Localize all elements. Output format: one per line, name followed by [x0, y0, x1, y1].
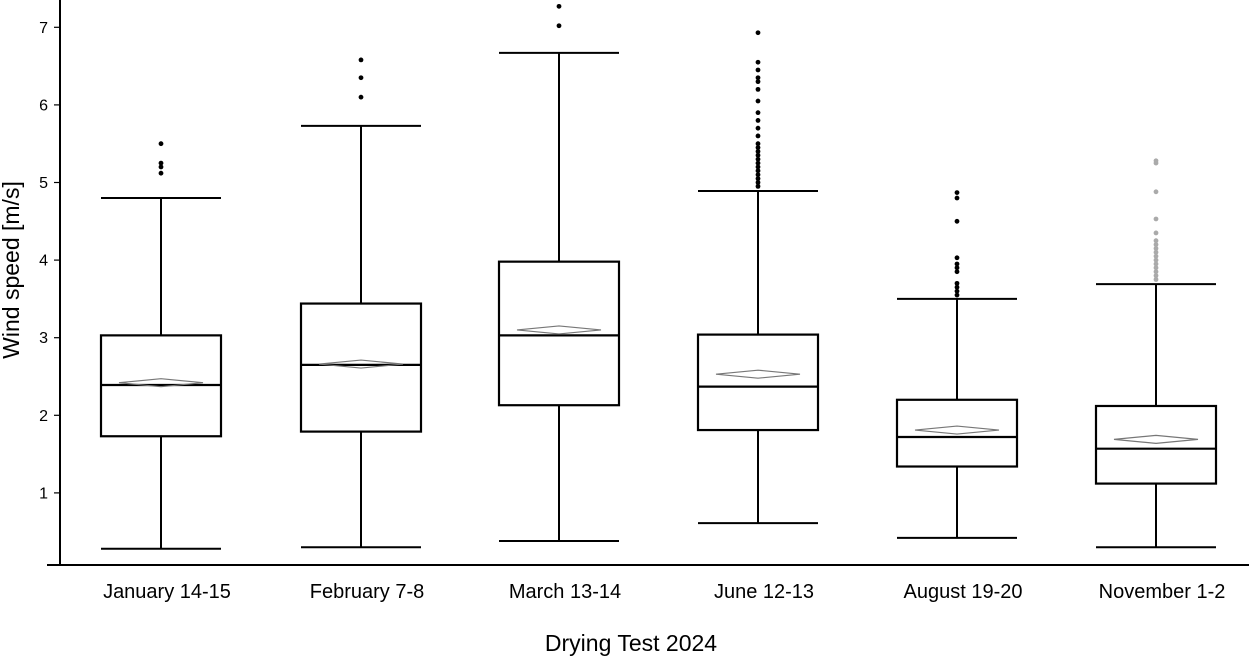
outlier-point [755, 141, 761, 147]
outlier-point [158, 160, 164, 166]
outlier-point [1153, 253, 1159, 259]
outlier-point [1153, 216, 1159, 222]
outlier-point [954, 288, 960, 294]
y-ticks: 1 2 3 4 5 6 7 [39, 20, 60, 502]
outlier-point [755, 110, 761, 116]
y-axis-title: Wind speed [m/s] [0, 181, 24, 359]
x-category-label: June 12-13 [714, 581, 814, 603]
outlier-point [1153, 242, 1159, 247]
y-tick-label: 6 [39, 97, 48, 114]
y-tick-label: 3 [39, 330, 48, 347]
outlier-point [755, 133, 761, 139]
outlier-point [755, 30, 761, 36]
outlier-point [1153, 269, 1159, 275]
outlier-point [755, 160, 761, 166]
mean-diamond [914, 425, 1000, 435]
outlier-point [755, 149, 761, 154]
box-group [895, 190, 1019, 539]
outlier-point [1153, 238, 1159, 244]
outlier-point [954, 265, 960, 271]
outlier-point [755, 125, 761, 131]
outlier-point [1153, 246, 1159, 251]
outlier-point [954, 218, 960, 224]
mean-diamond [318, 359, 404, 369]
outlier-point [954, 255, 960, 261]
outlier-point [755, 152, 761, 158]
outlier-point [158, 170, 164, 176]
outlier-point [954, 261, 960, 267]
outlier-point [1153, 249, 1159, 255]
axes [47, 0, 1249, 566]
mean-diamond [715, 369, 801, 379]
iqr-box [895, 398, 1019, 468]
x-axis-title: Drying Test 2024 [545, 630, 717, 656]
outlier-point [755, 67, 761, 73]
x-category-label: November 1-2 [1099, 581, 1226, 603]
outlier-point [755, 79, 761, 85]
outlier-point [358, 57, 364, 63]
outlier-point [755, 168, 761, 174]
outlier-point [755, 176, 761, 182]
x-category-label: February 7-8 [310, 581, 425, 603]
y-tick-label: 5 [39, 175, 48, 192]
outlier-point [755, 59, 761, 65]
y-tick-label: 4 [39, 253, 48, 270]
outlier-point [755, 164, 761, 170]
outlier-point [556, 23, 562, 29]
outlier-point [755, 118, 761, 123]
category-labels: January 14-15 February 7-8 March 13-14 June… [103, 581, 1225, 603]
outlier-point [556, 3, 562, 9]
outlier-point [755, 86, 761, 92]
y-tick-label: 7 [39, 20, 48, 37]
iqr-box [1094, 404, 1218, 485]
outlier-point [358, 75, 364, 81]
y-tick-label: 2 [39, 408, 48, 425]
box-group [99, 141, 223, 550]
outlier-point [755, 145, 761, 150]
outlier-point [755, 183, 761, 189]
box-group [497, 3, 621, 543]
outlier-point [755, 172, 761, 178]
outlier-point [755, 156, 761, 162]
outlier-point [158, 141, 164, 147]
outlier-point [954, 195, 960, 201]
x-category-label: August 19-20 [904, 581, 1023, 603]
outlier-point [755, 98, 761, 104]
outlier-point [1153, 189, 1159, 195]
outlier-point [954, 269, 960, 275]
box-group [696, 30, 820, 525]
outlier-point [1153, 261, 1159, 267]
x-category-label: January 14-15 [103, 581, 231, 603]
outlier-point [1153, 265, 1159, 271]
outlier-point [954, 292, 960, 298]
outlier-point [954, 190, 960, 195]
box-group [299, 57, 423, 549]
outlier-point [954, 280, 960, 286]
outlier-point [755, 180, 761, 185]
mean-diamond [118, 378, 204, 388]
y-tick-label: 1 [39, 485, 48, 502]
outlier-point [1153, 230, 1159, 236]
outlier-point [1153, 257, 1159, 263]
outlier-point [158, 164, 164, 170]
outlier-point [1153, 273, 1159, 279]
x-category-label: March 13-14 [509, 581, 621, 603]
boxes [99, 3, 1218, 550]
mean-diamond [1113, 434, 1199, 444]
outlier-point [1153, 277, 1159, 282]
mean-diamond [516, 325, 602, 335]
outlier-point [358, 94, 364, 100]
outlier-point [755, 75, 761, 81]
iqr-box [696, 333, 820, 432]
outlier-point [954, 284, 960, 290]
box-group [1094, 158, 1218, 549]
outlier-point [1153, 158, 1159, 164]
